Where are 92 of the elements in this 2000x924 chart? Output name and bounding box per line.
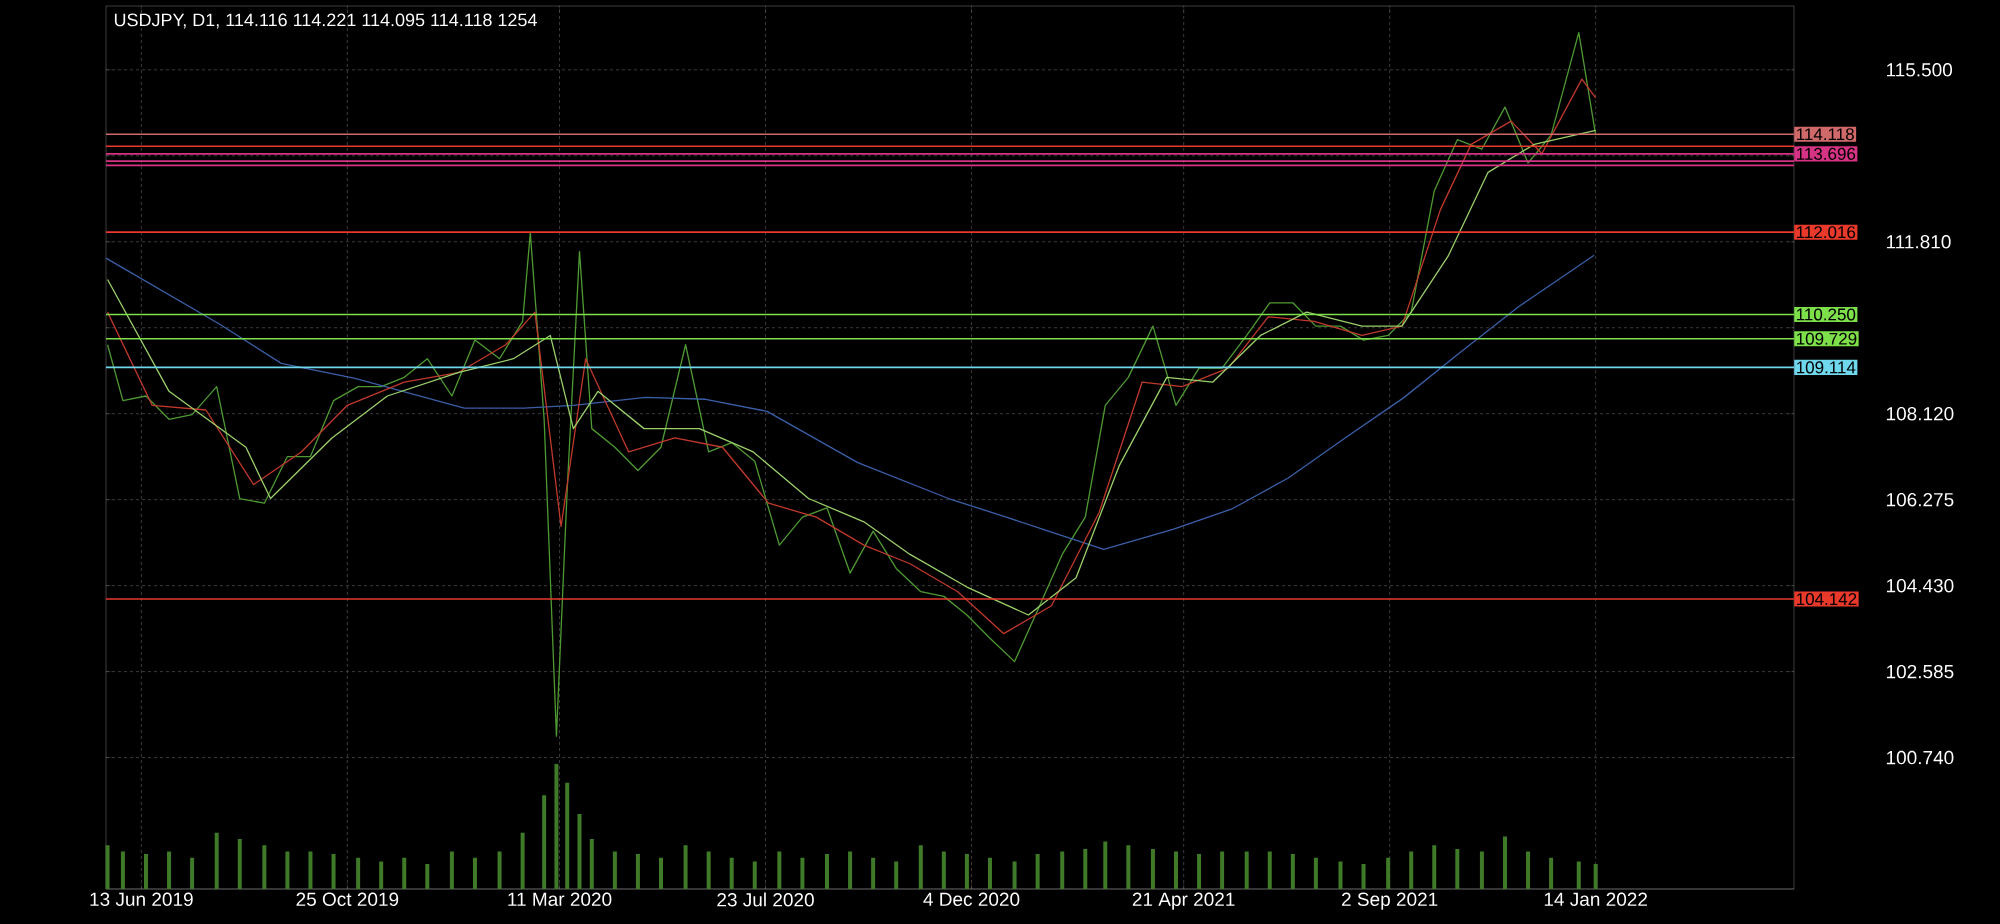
bar [472,857,477,889]
bar [577,814,582,889]
y-tick-label: 108.120 [1886,406,1954,421]
ref-line-label: 109.114 [1797,361,1856,374]
bar [1361,864,1366,889]
bar [565,782,570,889]
bar [1150,849,1155,889]
y-tick-label: 100.740 [1886,750,1954,765]
y-tick-label: 102.585 [1886,664,1954,679]
bar [1526,851,1531,889]
bar [105,845,110,889]
line-series [105,254,1595,550]
x-tick-label: 25 Oct 2019 [296,892,399,906]
ref-line-label: 104.142 [1797,593,1857,606]
x-tick-label: 21 Apr 2021 [1132,892,1235,910]
bar [449,851,454,889]
bar [1479,851,1484,889]
bar [1386,857,1391,889]
bar [1103,841,1108,889]
bar [848,851,853,889]
bar [729,857,734,889]
bar [777,851,782,889]
bar [262,845,267,889]
bar [1549,857,1554,889]
x-tick-label: 23 Jul 2020 [717,892,814,907]
bar [356,857,361,889]
y-tick-label: 115.500 [1886,63,1953,77]
bar [520,832,525,889]
bar [214,832,219,889]
bar [1502,836,1507,889]
x-tick-label: 4 Dec 2020 [923,892,1020,906]
bar [658,857,663,889]
bar [542,795,547,889]
bar [1060,851,1065,889]
bar [918,845,923,889]
bar [120,851,125,889]
bar [143,854,148,889]
bar [987,857,992,889]
chart-title: USDJPY, D1, 114.116 114.221 114.095 114.118 1254 [114,13,537,29]
bar [871,857,876,889]
bar [167,851,172,889]
bar [1035,854,1040,889]
bar [308,851,313,889]
bar [1267,851,1272,889]
bar [1432,845,1437,889]
bar [379,861,384,889]
ref-line-label: 110.250 [1797,308,1856,321]
bar [190,857,195,889]
x-tick-label: 2 Sep 2021 [1342,892,1438,910]
bar [706,851,711,889]
bar [237,839,242,889]
bar [1220,851,1225,889]
ref-line-label: 109.729 [1797,332,1857,345]
bar [825,854,830,889]
bar [964,854,969,889]
bar [894,861,899,889]
bar [752,861,757,889]
bar [497,851,502,889]
bar [941,851,946,889]
ref-line-label: 112.016 [1797,226,1856,239]
y-tick-label: 104.430 [1886,578,1954,593]
bar [425,864,430,889]
bar [589,839,594,889]
bar [1409,851,1414,889]
x-tick-label: 13 Jun 2019 [90,892,193,906]
bar [1290,854,1295,889]
x-tick-label: 11 Mar 2020 [508,892,612,906]
bar [683,845,688,889]
bar [402,857,407,889]
bar [1197,854,1202,889]
y-tick-label: 111.810 [1886,235,1951,249]
bar [1313,857,1318,889]
bar [331,854,336,889]
x-tick-label: 14 Jan 2022 [1544,892,1647,906]
bar [1012,861,1017,889]
bar [612,851,617,889]
ref-line-label: 114.118 [1797,128,1854,141]
bar [554,764,559,889]
ref-line-label: 113.696 [1797,147,1856,160]
bar [1083,849,1088,889]
bar [1126,845,1131,889]
bar [1593,864,1598,889]
bar [635,854,640,889]
bar [1338,861,1343,889]
bar [285,851,290,889]
bar [1244,851,1249,889]
line-series [106,31,1597,737]
bar [800,857,805,889]
bar [1455,849,1460,889]
bar [1576,861,1581,889]
bar [1173,851,1178,889]
y-tick-label: 106.275 [1886,492,1954,507]
